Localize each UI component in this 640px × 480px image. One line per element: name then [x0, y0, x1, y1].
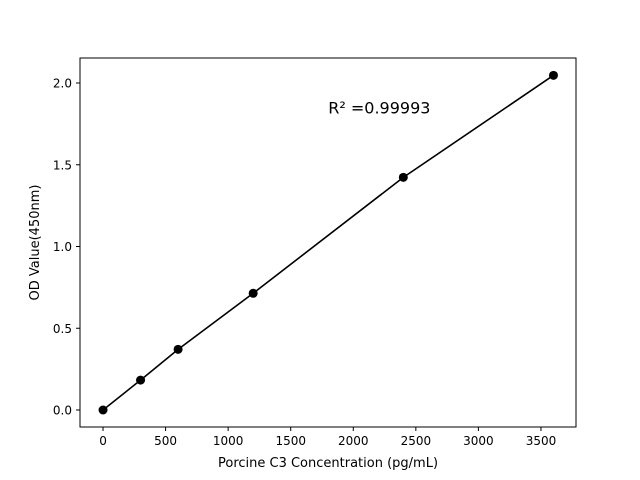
y-axis: 0.0 0.5 1.0 1.5 2.0 [53, 77, 80, 417]
x-axis: 0 500 1000 1500 2000 2500 3000 3500 [99, 427, 556, 448]
y-tick-label: 2.0 [53, 77, 72, 91]
series [98, 70, 558, 415]
y-tick-label: 0.5 [53, 322, 72, 336]
x-tick-label: 500 [154, 434, 177, 448]
plot-area [79, 57, 577, 428]
x-tick-label: 1500 [275, 434, 306, 448]
x-tick-label: 1000 [213, 434, 244, 448]
y-tick-label: 1.0 [53, 240, 72, 254]
data-point [136, 375, 146, 385]
data-point [248, 288, 258, 298]
x-tick-label: 2000 [338, 434, 369, 448]
data-point [173, 344, 183, 354]
data-point [398, 172, 408, 182]
y-axis-label: OD Value(450nm) [28, 185, 43, 301]
y-tick-label: 0.0 [53, 403, 72, 417]
data-point [98, 405, 108, 415]
x-tick-label: 0 [99, 434, 107, 448]
x-axis-label: Porcine C3 Concentration (pg/mL) [218, 456, 438, 471]
x-tick-label: 3500 [526, 434, 557, 448]
r-squared-annotation: R² =0.99993 [328, 99, 430, 118]
series-line [102, 74, 554, 411]
data-point [548, 70, 558, 80]
x-tick-label: 3000 [463, 434, 494, 448]
x-tick-label: 2500 [401, 434, 432, 448]
y-tick-label: 1.5 [53, 158, 72, 172]
